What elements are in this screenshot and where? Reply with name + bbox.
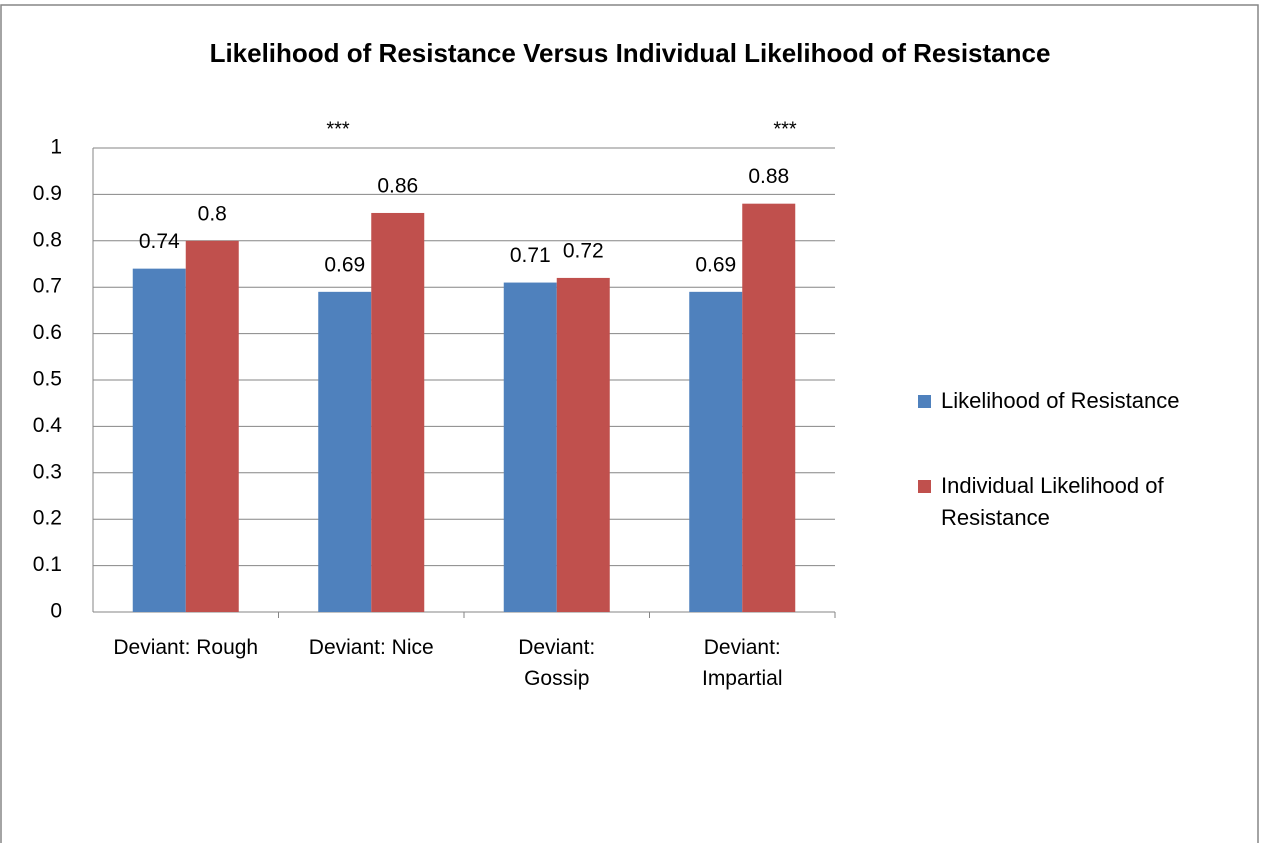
legend-swatch (918, 395, 931, 408)
x-tick-label: Deviant: Impartial (701, 636, 783, 690)
y-tick-label: 0.7 (33, 275, 62, 298)
legend-label: Likelihood of Resistance (941, 388, 1180, 413)
y-tick-label: 0.8 (33, 228, 62, 251)
bar (689, 291, 743, 612)
y-tick-label: 0.1 (33, 553, 62, 576)
bar (318, 291, 372, 612)
y-tick-label: 0.6 (33, 321, 62, 344)
annotation: *** (773, 118, 797, 140)
y-tick-label: 0.4 (33, 414, 63, 437)
y-tick-label: 0.5 (33, 368, 62, 391)
value-label: 0.8 (198, 202, 227, 225)
value-label: 0.69 (695, 253, 736, 276)
y-tick-label: 0 (50, 600, 62, 623)
y-tick-label: 1 (50, 136, 62, 159)
value-label: 0.86 (377, 175, 418, 198)
value-label: 0.69 (324, 253, 365, 276)
value-label: 0.71 (510, 244, 551, 267)
y-tick-label: 0.3 (33, 460, 62, 483)
bar (556, 277, 610, 612)
chart-title: Likelihood of Resistance Versus Individu… (210, 38, 1051, 68)
value-label: 0.88 (748, 165, 789, 188)
bar (185, 240, 239, 613)
bar (132, 268, 186, 612)
annotation: *** (326, 118, 350, 140)
x-tick-label: Deviant: Nice (308, 636, 434, 659)
legend-label: Individual Likelihood of Resistance (941, 473, 1164, 530)
y-tick-label: 0.9 (33, 182, 62, 205)
bar (503, 282, 557, 612)
x-tick-label: Deviant: Rough (113, 636, 259, 659)
y-tick-label: 0.2 (33, 507, 62, 530)
bar (371, 212, 425, 612)
value-label: 0.74 (139, 230, 180, 253)
x-tick-label: Deviant: Gossip (518, 636, 596, 690)
legend-swatch (918, 480, 931, 493)
bar (742, 203, 796, 612)
value-label: 0.72 (563, 239, 604, 262)
